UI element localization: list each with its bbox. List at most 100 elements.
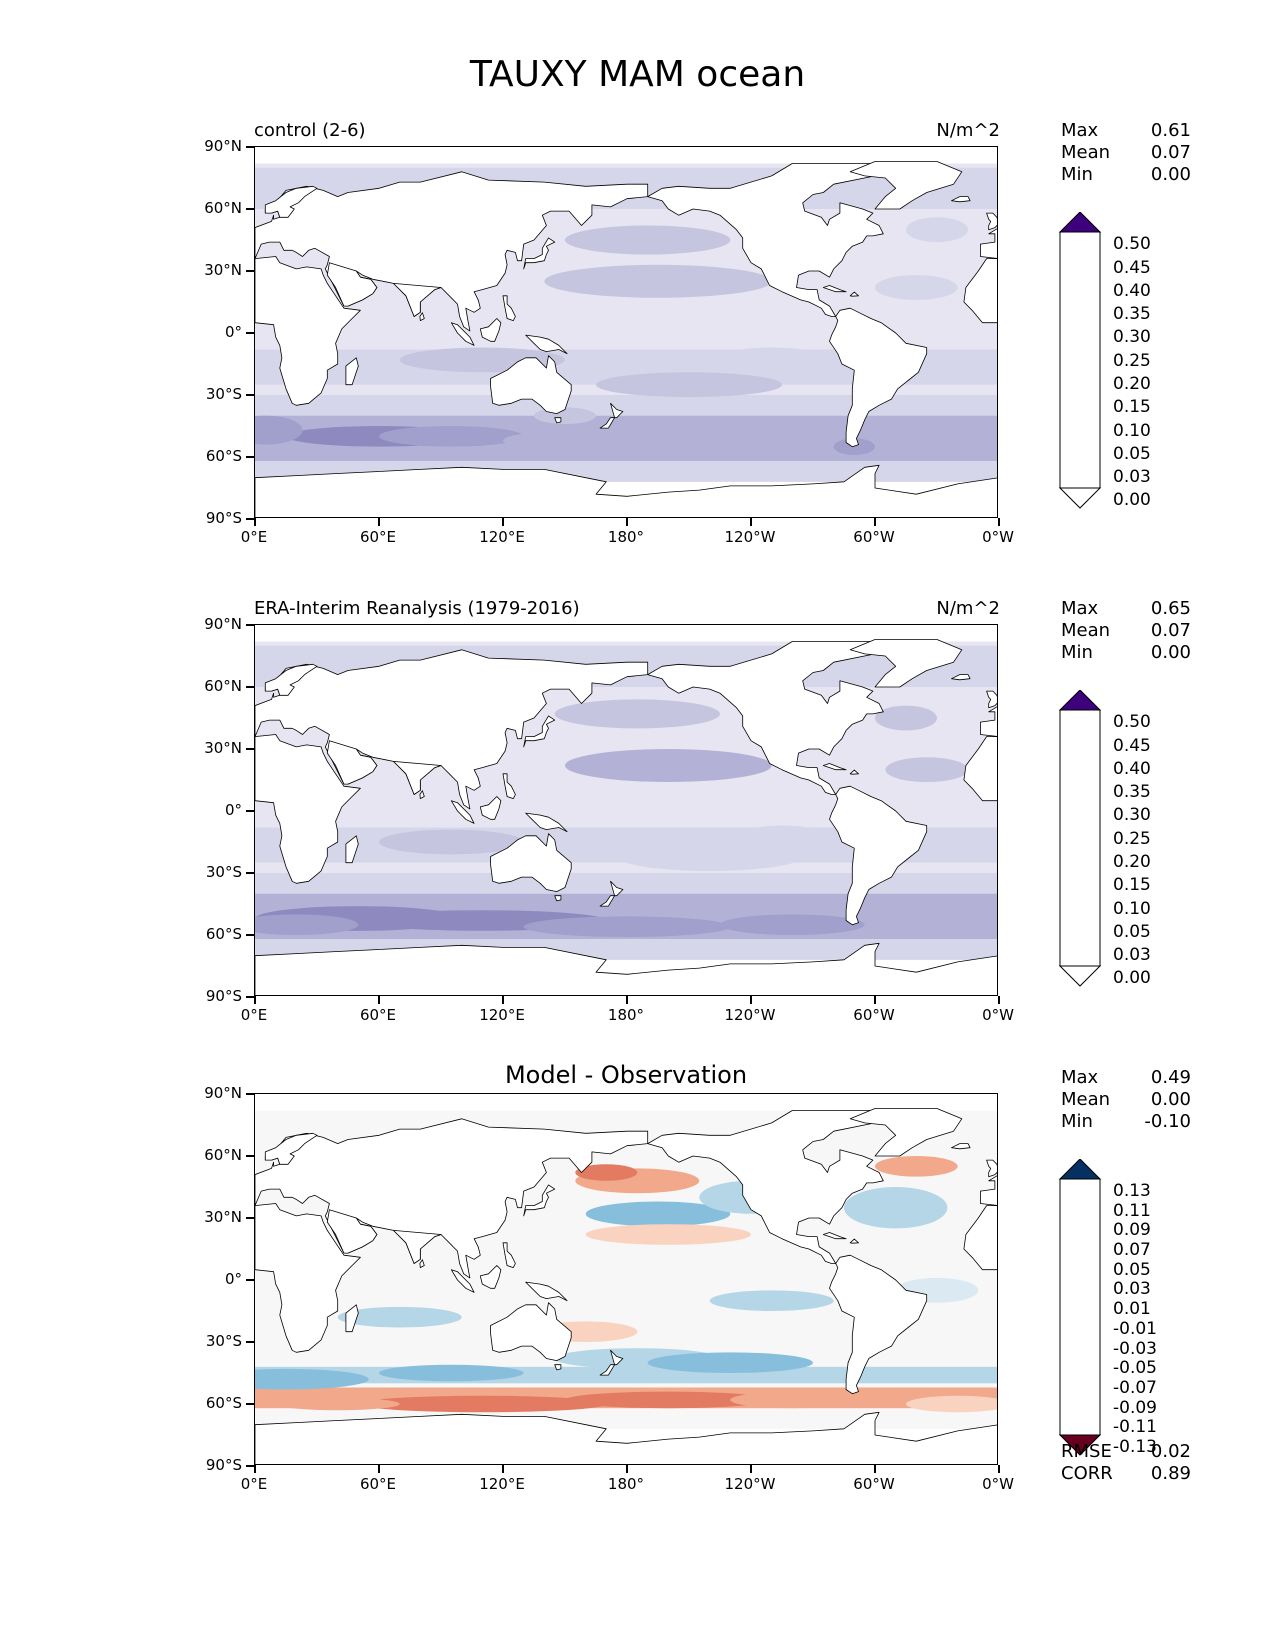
y-tick-label: 0°	[224, 1270, 242, 1288]
colorbar-tick-label: 0.00	[1113, 968, 1151, 989]
land-greenland	[849, 1108, 963, 1157]
y-tick-label: 90°N	[204, 137, 242, 155]
x-tick-label: 120°W	[724, 1006, 776, 1024]
metrics-box: RMSE 0.02 CORR 0.89	[1061, 1441, 1191, 1485]
stat-value: 0.65	[1150, 598, 1191, 619]
x-tick-label: 60°W	[853, 1006, 895, 1024]
y-tick-mark	[246, 456, 254, 458]
land-gb	[986, 212, 997, 231]
land-masses	[255, 161, 997, 517]
control-contour	[379, 426, 524, 447]
colorbar-tick-label: 0.20	[1113, 373, 1151, 394]
stats-box: Max 0.49 Mean 0.00 Min -0.10	[1061, 1067, 1191, 1133]
y-tick-mark	[246, 996, 254, 998]
land-antarctica	[255, 1411, 997, 1464]
land-masses	[255, 639, 997, 995]
y-tick-label: 90°S	[205, 987, 242, 1005]
control-contour	[875, 275, 958, 300]
stat-label: Max	[1061, 120, 1099, 141]
diff-contour	[647, 1352, 813, 1373]
era-contour	[885, 757, 968, 783]
stats-box: Max 0.61 Mean 0.07 Min 0.00	[1061, 120, 1191, 186]
diff-map	[254, 1093, 998, 1465]
diff-contour	[337, 1306, 462, 1328]
stat-value: 0.00	[1150, 1089, 1191, 1110]
y-tick-label: 30°S	[205, 385, 242, 403]
diff-contour	[275, 1397, 400, 1411]
x-tick-mark	[626, 518, 628, 526]
colorbar-tick-label: -0.13	[1113, 1436, 1157, 1457]
x-tick-label: 120°E	[479, 1006, 525, 1024]
land-srilanka	[419, 1259, 425, 1269]
land-india	[393, 760, 442, 795]
land-africa	[255, 256, 361, 406]
colorbar-tick-label: -0.03	[1113, 1338, 1157, 1359]
control-contour	[906, 217, 968, 243]
y-tick-mark	[246, 872, 254, 874]
diff-contour	[709, 1290, 834, 1311]
land-cuba	[822, 285, 847, 293]
y-tick-label: 60°N	[204, 199, 242, 217]
stat-value: 0.00	[1150, 164, 1191, 185]
diff-contour	[585, 1224, 751, 1245]
x-tick-mark	[378, 1465, 380, 1473]
x-tick-mark	[874, 1465, 876, 1473]
y-tick-label: 30°S	[205, 1332, 242, 1350]
colorbar-tick-label: 0.40	[1113, 758, 1151, 779]
colorbar-min-arrow	[1058, 487, 1102, 509]
land-scandinavia	[264, 663, 318, 696]
era-contour	[720, 914, 865, 935]
x-tick-mark	[502, 518, 504, 526]
x-tick-label: 0°W	[982, 1475, 1014, 1493]
era-contour	[523, 916, 731, 937]
x-tick-label: 180°	[607, 1475, 645, 1493]
colorbar	[1058, 1158, 1104, 1463]
diff-contour	[565, 1391, 772, 1409]
land-europeWest	[980, 706, 997, 737]
x-tick-label: 180°	[607, 1006, 645, 1024]
land-japan	[523, 237, 556, 270]
x-tick-label: 120°E	[479, 1475, 525, 1493]
land-borneo	[479, 1265, 502, 1289]
control-contour	[833, 438, 875, 456]
colorbar-tick-label: 0.20	[1113, 851, 1151, 872]
era-map	[254, 624, 998, 996]
land-newGuinea	[525, 1281, 568, 1302]
land-philippines	[502, 773, 516, 800]
control-contour	[255, 415, 303, 445]
land-sumatra	[450, 1269, 475, 1293]
land-tasmania	[554, 1364, 562, 1371]
colorbar-frame	[1059, 231, 1101, 489]
x-tick-mark	[874, 518, 876, 526]
land-greenland	[849, 161, 963, 210]
era-contour	[255, 914, 359, 935]
colorbar-tick-label: 0.03	[1113, 467, 1151, 488]
y-tick-label: 0°	[224, 801, 242, 819]
y-tick-mark	[246, 1155, 254, 1157]
x-tick-mark	[378, 518, 380, 526]
land-madagascar	[345, 835, 359, 864]
colorbar-tick-label: 0.45	[1113, 735, 1151, 756]
control-contour	[544, 264, 772, 298]
x-tick-label: 60°E	[359, 528, 397, 546]
x-tick-mark	[254, 1465, 256, 1473]
diff-contour	[906, 1395, 997, 1413]
metric-value: 0.02	[1150, 1441, 1191, 1462]
x-tick-mark	[874, 996, 876, 1004]
land-gb	[986, 1159, 997, 1178]
stats-box: Max 0.65 Mean 0.07 Min 0.00	[1061, 598, 1191, 664]
land-caribbean	[849, 291, 859, 297]
control-contour	[916, 419, 997, 445]
land-sumatra	[450, 800, 475, 824]
x-tick-mark	[378, 996, 380, 1004]
stat-label: Mean	[1061, 1089, 1111, 1110]
diff-panel: Model - Observation 90°N 60°N 30°N 0° 30°S 60…	[0, 1061, 1275, 1563]
x-tick-label: 0°E	[240, 1006, 268, 1024]
y-tick-label: 60°S	[205, 1394, 242, 1412]
land-nz	[599, 1349, 624, 1376]
land-japan	[523, 1184, 556, 1217]
x-tick-label: 60°E	[359, 1475, 397, 1493]
stat-value: 0.61	[1150, 120, 1191, 141]
land-newGuinea	[525, 334, 568, 355]
control-contour	[565, 225, 731, 255]
